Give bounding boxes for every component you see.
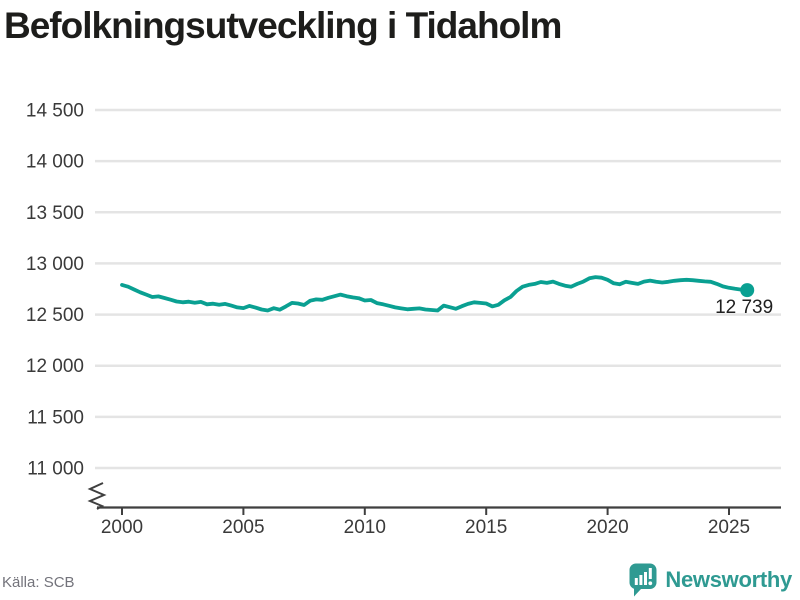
y-axis-tick-label: 13 000 [26, 254, 84, 275]
y-axis-tick-label: 11 500 [27, 407, 84, 428]
latest-value-label: 12 739 [715, 297, 773, 318]
x-axis-tick-label: 2025 [708, 517, 750, 538]
population-line [120, 275, 750, 313]
x-axis-tick-label: 2020 [586, 517, 628, 538]
latest-point-marker [740, 283, 755, 298]
page-title: Befolkningsutveckling i Tidaholm [4, 5, 562, 46]
x-axis-tick-label: 2010 [344, 517, 386, 538]
y-axis-tick-label: 11 000 [27, 459, 84, 480]
newsworthy-logo: Newsworthy [629, 563, 792, 597]
y-axis-tick-label: 12 500 [26, 305, 84, 326]
y-axis-tick-label: 14 500 [26, 101, 84, 122]
source-label: Källa: SCB [2, 574, 75, 591]
x-axis-tick-label: 2005 [222, 517, 264, 538]
y-axis-tick-label: 13 500 [26, 203, 84, 224]
y-axis-tick-label: 12 000 [26, 356, 84, 377]
axis-break-icon [87, 482, 107, 510]
x-axis-tick-label: 2000 [101, 517, 143, 538]
newsworthy-bubble-bar-chart-icon [629, 563, 657, 597]
y-axis-tick-label: 14 000 [26, 152, 84, 173]
x-axis-tick-label: 2015 [465, 517, 507, 538]
brand-name: Newsworthy [665, 567, 792, 592]
